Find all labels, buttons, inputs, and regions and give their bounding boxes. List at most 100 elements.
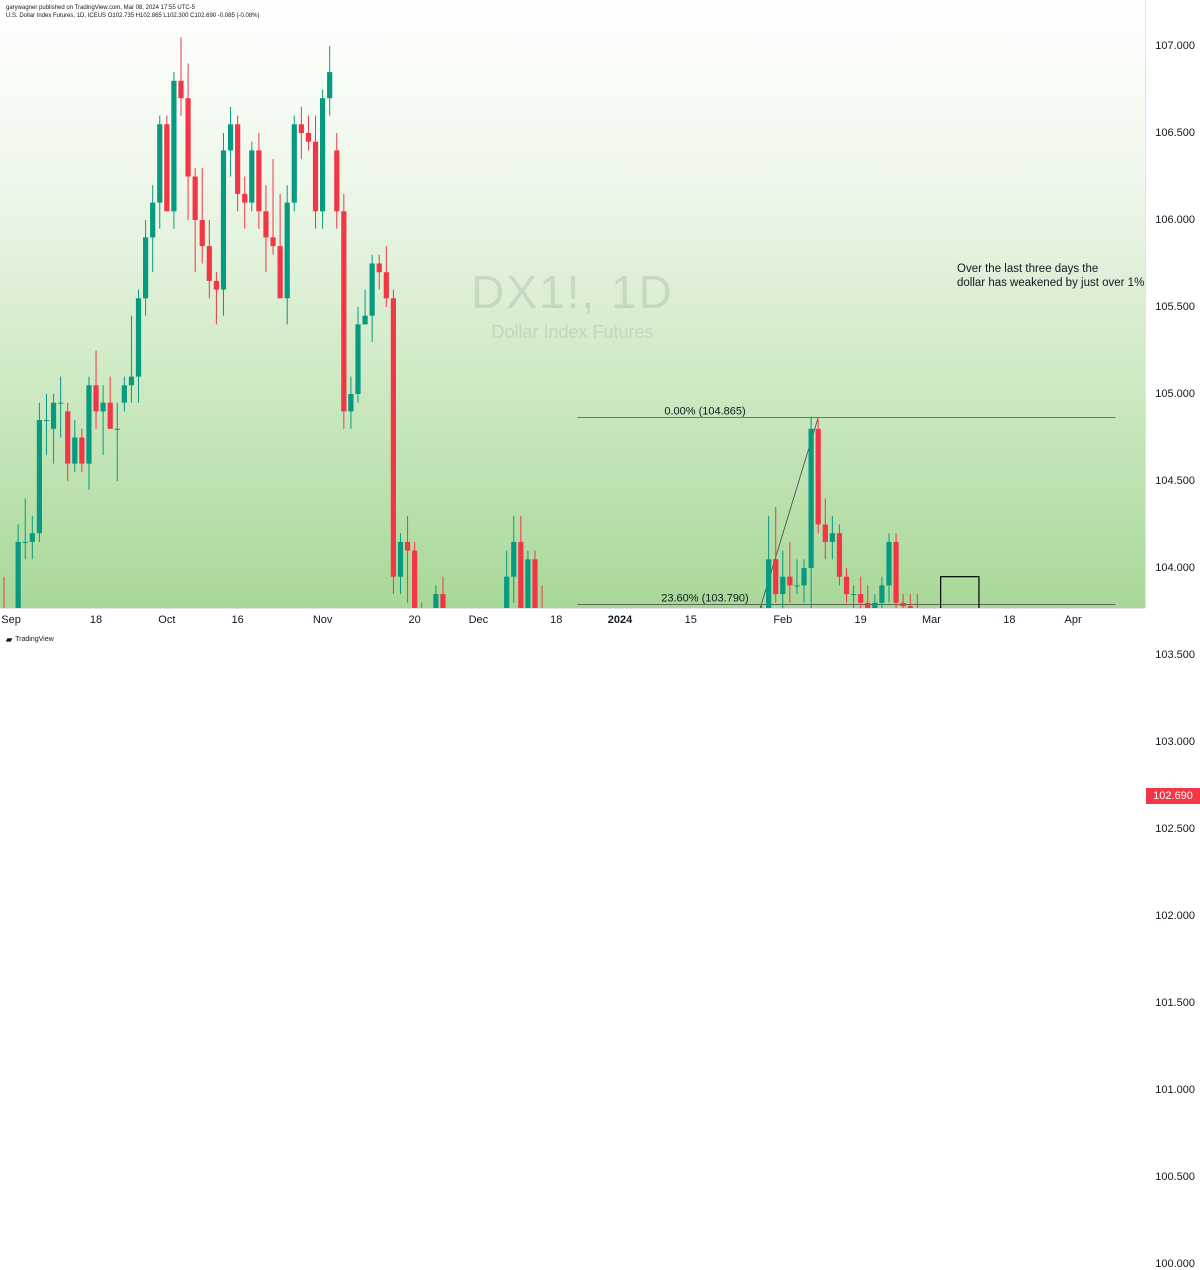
candle-body bbox=[851, 594, 857, 596]
candle-body bbox=[327, 72, 333, 99]
candle-body bbox=[220, 150, 227, 290]
candle-body bbox=[22, 541, 28, 543]
candle-body bbox=[192, 176, 198, 220]
candle-body bbox=[320, 98, 326, 212]
candle-body bbox=[277, 246, 283, 299]
price-axis[interactable]: 107.000 106.500 106.000 105.500 105.000 104.5… bbox=[1145, 0, 1200, 1270]
price-tick: 105.500 bbox=[1155, 301, 1195, 313]
chart-header: garywagner published on TradingView.com,… bbox=[6, 4, 259, 20]
time-tick: 18 bbox=[1003, 614, 1016, 626]
candle-body bbox=[376, 263, 382, 273]
candle-body bbox=[15, 541, 21, 608]
time-axis[interactable]: Sep 18 Oct 16 Nov 20 Dec 18 2024 15 Feb 19 Mar 18 Apr bbox=[0, 608, 1145, 633]
candle-body bbox=[893, 541, 899, 603]
candle-body bbox=[766, 559, 772, 608]
candle-body bbox=[72, 437, 78, 464]
candle-body bbox=[227, 124, 234, 151]
candle-body bbox=[355, 324, 361, 394]
candle-body bbox=[29, 533, 35, 542]
candle-body bbox=[206, 246, 212, 281]
candle-body bbox=[433, 594, 439, 608]
time-tick: Oct bbox=[158, 614, 176, 626]
time-tick: Apr bbox=[1064, 614, 1082, 626]
candle-body bbox=[808, 428, 814, 568]
candlestick-plot[interactable]: 0.00% (104.865)23.60% (103.790)38.20% (1… bbox=[0, 0, 1145, 608]
price-tick: 107.000 bbox=[1155, 40, 1195, 52]
candle-body bbox=[843, 576, 850, 595]
candle-body bbox=[511, 541, 517, 577]
candle-body bbox=[525, 559, 531, 608]
candle-body bbox=[36, 420, 42, 534]
candle-body bbox=[50, 402, 57, 429]
candle-body bbox=[171, 80, 177, 212]
footer: ▰ TradingView bbox=[0, 632, 1200, 648]
candle-body bbox=[58, 402, 64, 404]
candle-body bbox=[362, 315, 368, 325]
candle-body bbox=[836, 533, 843, 577]
candle-body bbox=[348, 394, 354, 412]
candle-body bbox=[390, 298, 396, 577]
time-tick: 16 bbox=[231, 614, 244, 626]
candle-body bbox=[822, 524, 828, 542]
publisher-line: garywagner published on TradingView.com,… bbox=[6, 5, 195, 11]
price-tick: 100.000 bbox=[1155, 1258, 1195, 1270]
candle-body bbox=[114, 428, 120, 430]
candle-body bbox=[829, 533, 835, 542]
candle-body bbox=[504, 576, 510, 608]
time-tick: 15 bbox=[684, 614, 697, 626]
candle-body bbox=[412, 550, 418, 608]
time-tick: Mar bbox=[921, 614, 941, 626]
price-tick: 101.000 bbox=[1155, 1084, 1195, 1096]
candle-body bbox=[150, 202, 156, 238]
candle-body bbox=[305, 133, 312, 142]
candle-body bbox=[143, 237, 149, 299]
time-tick: Nov bbox=[312, 614, 333, 626]
candle-body bbox=[518, 541, 524, 608]
candle-body bbox=[334, 150, 340, 212]
candle-body bbox=[801, 568, 807, 586]
time-tick: 18 bbox=[550, 614, 563, 626]
price-tick: 103.500 bbox=[1155, 649, 1195, 661]
candle-body bbox=[879, 585, 885, 603]
price-tick: 102.500 bbox=[1155, 823, 1195, 835]
candle-body bbox=[907, 606, 913, 608]
candle-body bbox=[178, 80, 184, 99]
candle-body bbox=[157, 124, 163, 203]
candle-body bbox=[199, 220, 205, 247]
candle-body bbox=[43, 420, 50, 422]
time-tick: Dec bbox=[468, 614, 489, 626]
candle-body bbox=[164, 124, 170, 212]
price-tick: 106.000 bbox=[1155, 214, 1195, 226]
time-tick: 20 bbox=[408, 614, 421, 626]
candle-body bbox=[787, 576, 793, 586]
fib-label-1: 23.60% (103.790) bbox=[661, 593, 748, 605]
candle-body bbox=[86, 385, 92, 464]
candle-body bbox=[872, 602, 878, 608]
chart-area[interactable]: DX1!, 1D Dollar Index Futures 0.00% (104… bbox=[0, 0, 1145, 608]
candle-body bbox=[298, 124, 304, 133]
last-price-label: 102.690 bbox=[1146, 787, 1200, 804]
candle-body bbox=[312, 141, 319, 212]
price-tick: 105.000 bbox=[1155, 388, 1195, 400]
tradingview-logo[interactable]: ▰ TradingView bbox=[6, 635, 54, 644]
brand-name: TradingView bbox=[15, 636, 54, 643]
symbol-info-line: U.S. Dollar Index Futures, 1D, ICEUS O10… bbox=[6, 13, 260, 19]
price-tick: 104.500 bbox=[1155, 475, 1195, 487]
candle-body bbox=[128, 376, 135, 386]
candle-body bbox=[79, 437, 85, 464]
trend-line bbox=[759, 417, 819, 608]
annotation-line-2: dollar has weakened by just over 1% bbox=[957, 277, 1144, 289]
candle-body bbox=[213, 280, 219, 290]
time-tick: 18 bbox=[89, 614, 103, 626]
candle-body bbox=[235, 124, 241, 194]
candle-body bbox=[383, 272, 389, 299]
candle-body bbox=[858, 594, 864, 603]
price-tick: 100.500 bbox=[1155, 1171, 1195, 1183]
candle-body bbox=[404, 541, 411, 551]
candle-body bbox=[121, 385, 127, 403]
candle-body bbox=[780, 576, 786, 595]
tradingview-logo-icon: ▰ bbox=[6, 635, 13, 644]
price-tick: 104.000 bbox=[1155, 562, 1195, 574]
annotation-line-1: Over the last three days the bbox=[957, 263, 1098, 275]
price-tick: 106.500 bbox=[1155, 127, 1195, 139]
